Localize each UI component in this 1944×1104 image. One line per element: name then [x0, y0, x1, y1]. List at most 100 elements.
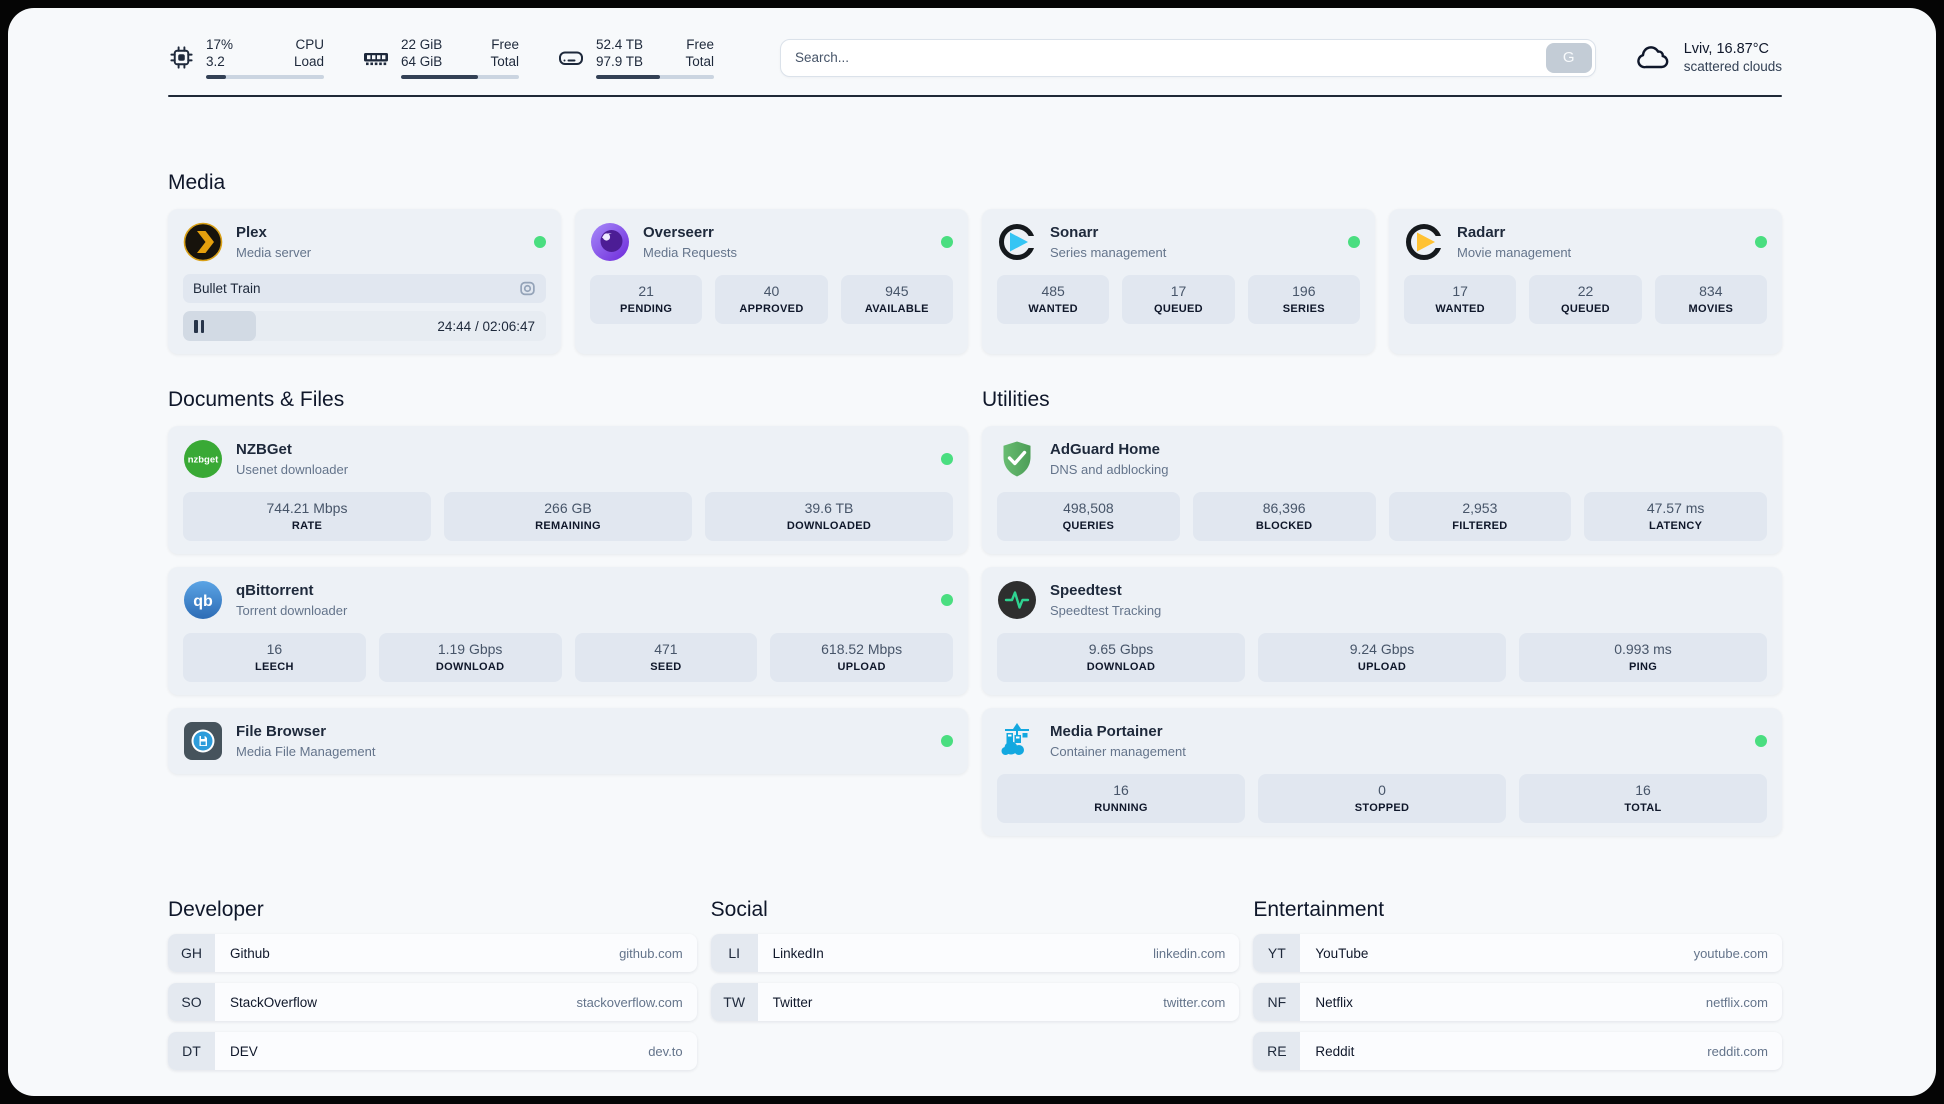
memory-total-label: Total	[490, 54, 519, 69]
stat-value: 47.57 ms	[1646, 500, 1705, 516]
stat-latency: 47.57 ms LATENCY	[1584, 492, 1767, 541]
service-card-qbittorrent[interactable]: qb qBittorrent Torrent downloader 16 LEE…	[168, 567, 968, 695]
disk-progress-bar	[596, 75, 714, 79]
qbittorrent-icon: qb	[184, 581, 222, 619]
stat-label: DOWNLOAD	[435, 661, 505, 673]
service-description: Speedtest Tracking	[1050, 602, 1162, 618]
stat-value: 945	[885, 283, 909, 299]
section-title-media: Media	[168, 171, 226, 194]
disk-total-label: Total	[685, 54, 714, 69]
adguard-icon	[1003, 441, 1031, 477]
service-card-radarr[interactable]: Radarr Movie management 17 WANTED 22 QUE…	[1389, 209, 1782, 354]
stat-label: AVAILABLE	[864, 303, 929, 315]
radarr-icon	[1406, 224, 1442, 260]
stat-label: SEED	[650, 661, 682, 673]
stat-series: 196 SERIES	[1247, 275, 1360, 324]
stat-label: BLOCKED	[1255, 520, 1313, 532]
stat-value: 834	[1699, 283, 1723, 299]
service-card-filebrowser[interactable]: File Browser Media File Management	[168, 708, 968, 774]
stat-label: LATENCY	[1649, 520, 1703, 532]
stat-ping: 0.993 ms PING	[1519, 633, 1767, 682]
service-card-speedtest[interactable]: Speedtest Speedtest Tracking 9.65 Gbps D…	[982, 567, 1782, 695]
service-description: DNS and adblocking	[1050, 461, 1169, 477]
bookmark-group-title: Entertainment	[1253, 898, 1385, 921]
stat-label: DOWNLOADED	[786, 520, 872, 532]
service-description: Media File Management	[236, 743, 376, 759]
stat-value: 1.19 Gbps	[437, 641, 503, 657]
stat-label: PENDING	[620, 303, 673, 315]
memory-total-value: 64 GiB	[401, 54, 443, 69]
service-name: Sonarr	[1050, 223, 1099, 241]
stat-label: MOVIES	[1688, 303, 1734, 315]
bookmark-url: linkedin.com	[1153, 945, 1226, 961]
bookmark-stackoverflow[interactable]: SO StackOverflow stackoverflow.com	[168, 983, 697, 1021]
service-name: Media Portainer	[1050, 722, 1163, 740]
status-dot	[1348, 236, 1360, 248]
service-description: Media server	[236, 244, 312, 260]
memory-progress-bar	[401, 75, 519, 79]
memory-icon	[364, 52, 388, 65]
service-card-nzbget[interactable]: nzbget NZBGet Usenet downloader 744.21 M…	[168, 426, 968, 554]
stat-value: 498,508	[1063, 500, 1114, 516]
stat-remaining: 266 GB REMAINING	[444, 492, 692, 541]
memory-free-value: 22 GiB	[401, 37, 443, 52]
service-card-portainer[interactable]: Media Portainer Container management 16 …	[982, 708, 1782, 836]
bookmark-github[interactable]: GH Github github.com	[168, 934, 697, 972]
stat-value: 17	[1170, 283, 1187, 299]
service-name: File Browser	[236, 722, 327, 740]
bookmark-abbr: NF	[1253, 983, 1301, 1021]
status-dot	[941, 594, 953, 606]
stat-queries: 498,508 QUERIES	[997, 492, 1180, 541]
status-dot	[534, 236, 546, 248]
bookmark-dev[interactable]: DT DEV dev.to	[168, 1032, 697, 1070]
stat-label: QUEUED	[1561, 303, 1610, 315]
bookmark-group-title: Social	[710, 898, 768, 921]
stat-total: 16 TOTAL	[1519, 774, 1767, 823]
service-card-adguard[interactable]: AdGuard Home DNS and adblocking 498,508 …	[982, 426, 1782, 554]
bookmark-name: StackOverflow	[230, 994, 318, 1010]
service-description: Container management	[1050, 743, 1186, 759]
stat-label: UPLOAD	[1357, 661, 1407, 673]
bookmark-reddit[interactable]: RE Reddit reddit.com	[1253, 1032, 1782, 1070]
stat-upload: 618.52 Mbps UPLOAD	[770, 633, 953, 682]
search-provider-button[interactable]: G	[1545, 42, 1592, 73]
search-input[interactable]	[780, 38, 1596, 77]
stat-queued: 17 QUEUED	[1122, 275, 1235, 324]
svg-text:qb: qb	[193, 593, 213, 610]
service-card-sonarr[interactable]: Sonarr Series management 485 WANTED 17 Q…	[982, 209, 1375, 354]
stat-leech: 16 LEECH	[183, 633, 366, 682]
stat-seed: 471 SEED	[574, 633, 758, 682]
stat-value: 0	[1378, 782, 1386, 798]
weather-condition: scattered clouds	[1683, 58, 1782, 74]
memory-progress-fill	[401, 75, 478, 79]
bookmark-group-title: Developer	[168, 898, 264, 921]
service-name: Overseerr	[643, 223, 714, 241]
stat-value: 86,396	[1262, 500, 1306, 516]
stat-value: 16	[1113, 782, 1129, 798]
disk-free-value: 52.4 TB	[596, 37, 644, 52]
service-card-plex[interactable]: Plex Media server Bullet Train 24:44 / 0	[168, 209, 561, 354]
bookmark-group-social: Social LI LinkedIn linkedin.com TW Twitt…	[710, 898, 1240, 1021]
weather-location-temp: Lviv, 16.87°C	[1683, 40, 1770, 57]
disk-widget: 52.4 TB Free 97.9 TB Total	[557, 36, 714, 79]
bookmark-netflix[interactable]: NF Netflix netflix.com	[1253, 983, 1782, 1021]
stat-value: 9.24 Gbps	[1349, 641, 1415, 657]
stat-value: 39.6 TB	[804, 500, 854, 516]
bookmark-group-entertainment: Entertainment YT YouTube youtube.com NF …	[1253, 898, 1782, 1070]
stat-downloaded: 39.6 TB DOWNLOADED	[705, 492, 953, 541]
service-description: Movie management	[1457, 244, 1572, 260]
bookmark-linkedin[interactable]: LI LinkedIn linkedin.com	[710, 934, 1240, 972]
service-card-overseerr[interactable]: Overseerr Media Requests 21 PENDING 40 A…	[575, 209, 968, 354]
cpu-load-value: 3.2	[206, 54, 225, 69]
stat-approved: 40 APPROVED	[715, 275, 828, 324]
bookmark-name: Reddit	[1315, 1043, 1355, 1059]
stat-download: 1.19 Gbps DOWNLOAD	[378, 633, 562, 682]
stat-value: 22	[1577, 283, 1594, 299]
bookmark-youtube[interactable]: YT YouTube youtube.com	[1253, 934, 1782, 972]
pause-icon[interactable]	[194, 319, 204, 333]
plex-now-playing-row: Bullet Train	[183, 274, 546, 303]
bookmark-twitter[interactable]: TW Twitter twitter.com	[710, 983, 1240, 1021]
header-divider	[168, 95, 1782, 97]
stat-value: 266 GB	[544, 500, 592, 516]
top-bar: 17% CPU 3.2 Load	[168, 36, 1782, 79]
